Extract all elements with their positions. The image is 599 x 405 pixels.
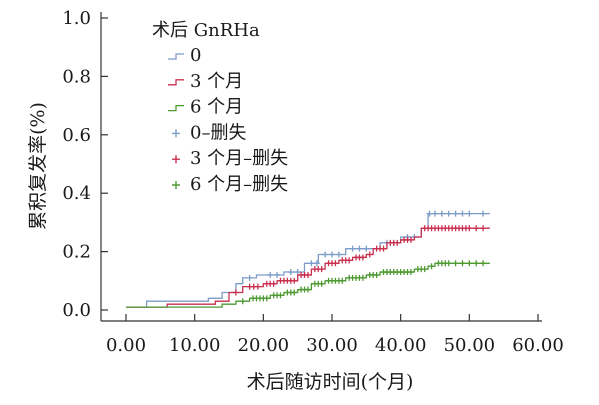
censor-mark-series-0 xyxy=(356,245,363,252)
y-tick-label: 0.0 xyxy=(62,300,91,321)
censor-mark-series-6 xyxy=(445,260,452,267)
censor-mark-series-6 xyxy=(459,260,466,267)
censor-mark-series-0 xyxy=(432,210,438,217)
y-tick-label: 0.8 xyxy=(62,66,91,87)
censor-mark-series-6 xyxy=(359,274,366,281)
censor-marks-series-6 xyxy=(239,260,487,305)
legend-title: 术后 GnRHa xyxy=(152,20,260,41)
censor-mark-series-3 xyxy=(232,289,239,296)
censor-mark-series-3 xyxy=(254,283,261,290)
x-tick-label: 30.00 xyxy=(306,335,358,356)
censor-mark-series-6 xyxy=(304,286,311,293)
censor-mark-series-6 xyxy=(291,289,298,296)
censor-mark-series-0 xyxy=(349,245,356,252)
legend-symbol-censor-3 xyxy=(172,155,180,164)
x-axis-label: 术后随访时间(个月) xyxy=(247,371,414,393)
x-tick-label: 10.00 xyxy=(169,335,221,356)
censor-mark-series-6 xyxy=(277,292,284,299)
legend: 术后 GnRHa 0 3 个月 6 个月 0–删失 3 个月–删失 6 个月–删失 xyxy=(152,20,288,195)
censor-mark-series-3 xyxy=(380,245,387,252)
censor-mark-series-0 xyxy=(335,251,342,258)
y-tick-label: 1.0 xyxy=(62,8,91,29)
legend-label: 6 个月 xyxy=(190,97,243,118)
censor-mark-series-6 xyxy=(421,266,428,273)
censor-mark-series-3 xyxy=(480,225,487,232)
x-tick-label: 40.00 xyxy=(375,335,427,356)
censor-mark-series-6 xyxy=(452,260,459,267)
curves xyxy=(126,210,490,308)
censor-mark-series-0 xyxy=(308,260,315,267)
censor-mark-series-0 xyxy=(313,260,320,267)
censor-mark-series-6 xyxy=(318,280,325,287)
x-tick-label: 0.00 xyxy=(106,335,146,356)
censor-mark-series-6 xyxy=(480,260,487,267)
axes: 0.0 0.2 0.4 0.6 0.8 1.0 0.00 10.00 20.00 30.00 40.… xyxy=(62,8,563,356)
legend-symbol-censor-6 xyxy=(172,181,180,189)
censor-mark-series-3 xyxy=(346,257,353,264)
censor-mark-series-6 xyxy=(373,271,380,278)
censor-mark-series-0 xyxy=(438,210,445,217)
censor-mark-series-0 xyxy=(246,274,253,281)
censor-mark-series-0 xyxy=(452,210,459,217)
censor-mark-series-0 xyxy=(287,269,294,276)
censor-mark-series-3 xyxy=(332,260,339,267)
censor-mark-series-3 xyxy=(304,271,311,278)
x-tick-label: 20.00 xyxy=(238,335,290,356)
censor-mark-series-3 xyxy=(466,225,473,232)
legend-label: 0–删失 xyxy=(190,122,246,143)
legend-symbol-curve-0 xyxy=(168,53,184,60)
censor-mark-series-6 xyxy=(466,260,473,267)
censor-mark-series-3 xyxy=(366,251,373,258)
censor-mark-series-0 xyxy=(363,245,370,252)
y-axis-label: 累积复发率(%) xyxy=(27,102,49,230)
censor-mark-series-0 xyxy=(480,210,487,217)
censor-marks-series-0 xyxy=(246,210,487,281)
y-tick-label: 0.2 xyxy=(62,242,91,263)
censor-mark-series-3 xyxy=(394,239,401,246)
censor-mark-series-0 xyxy=(267,271,274,278)
legend-label: 6 个月–删失 xyxy=(190,174,288,195)
x-tick-label: 50.00 xyxy=(444,335,496,356)
censor-mark-series-0 xyxy=(274,271,281,278)
y-tick-label: 0.4 xyxy=(62,183,91,204)
km-curve-series-0 xyxy=(126,212,490,308)
censor-mark-series-3 xyxy=(318,266,325,273)
censor-mark-series-3 xyxy=(291,277,298,284)
censor-mark-series-3 xyxy=(473,225,480,232)
km-curve-series-3 xyxy=(126,227,490,308)
censor-mark-series-6 xyxy=(473,260,480,267)
y-tick-label: 0.6 xyxy=(62,125,91,146)
censor-mark-series-0 xyxy=(322,251,329,258)
censor-mark-series-0 xyxy=(426,210,433,217)
censor-mark-series-3 xyxy=(359,254,366,261)
censor-mark-series-0 xyxy=(466,210,473,217)
legend-label: 3 个月–删失 xyxy=(190,148,288,169)
censor-mark-series-3 xyxy=(270,280,277,287)
legend-label: 0 xyxy=(190,45,201,66)
legend-symbol-censor-0 xyxy=(172,129,180,138)
x-tick-label: 60.00 xyxy=(512,335,564,356)
legend-label: 3 个月 xyxy=(190,71,243,92)
censor-mark-series-0 xyxy=(294,269,301,276)
legend-symbol-curve-6 xyxy=(168,104,184,112)
censor-mark-series-6 xyxy=(339,277,346,284)
censor-mark-series-6 xyxy=(428,263,435,270)
legend-symbol-curve-3 xyxy=(168,79,184,86)
censor-mark-series-0 xyxy=(459,210,466,217)
censor-mark-series-0 xyxy=(329,251,335,258)
km-curve-series-6 xyxy=(126,262,490,308)
censor-marks-series-3 xyxy=(232,225,487,296)
censor-mark-series-6 xyxy=(407,269,414,276)
censor-mark-series-3 xyxy=(407,236,414,243)
censor-mark-series-6 xyxy=(263,295,270,302)
censor-mark-series-0 xyxy=(445,210,452,217)
censor-mark-series-6 xyxy=(239,298,246,305)
